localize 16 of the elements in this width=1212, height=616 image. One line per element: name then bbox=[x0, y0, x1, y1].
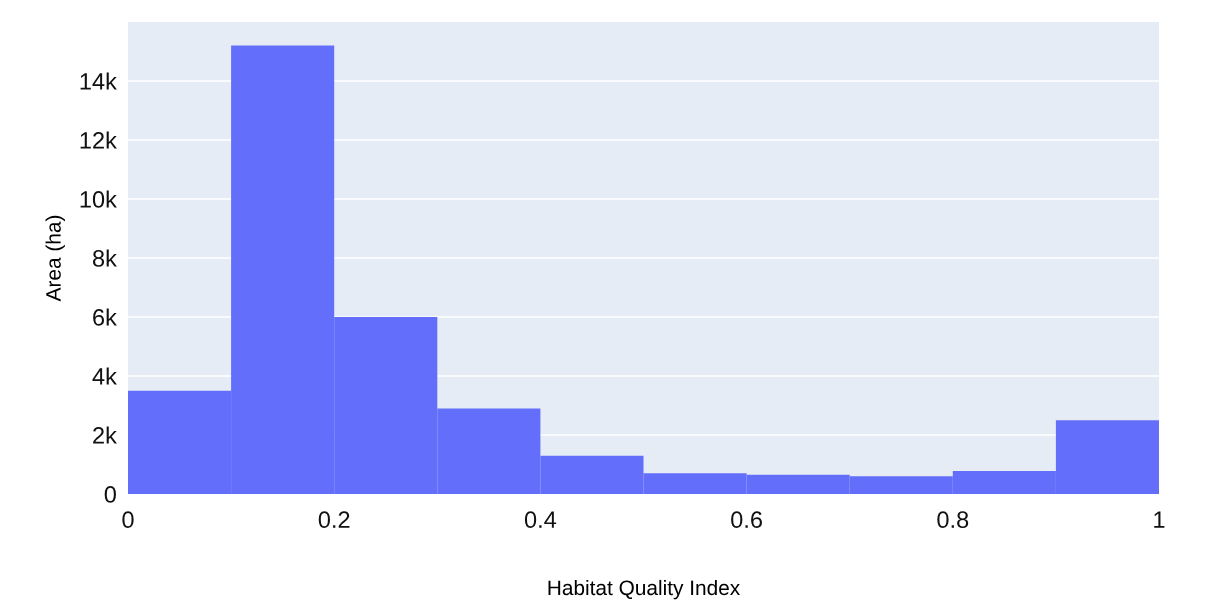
x-axis-title: Habitat Quality Index bbox=[548, 579, 740, 600]
y-tick-label: 14k bbox=[80, 72, 117, 90]
y-tick-label: 0 bbox=[104, 486, 116, 503]
y-tick-label: 10k bbox=[80, 190, 117, 208]
y-tick-label: 2k bbox=[93, 426, 117, 444]
x-tick-label: 1 bbox=[1154, 511, 1165, 528]
y-tick-label: 8k bbox=[92, 249, 117, 267]
y-tick-label: 12k bbox=[80, 131, 117, 149]
y-axis-title: Area (ha) bbox=[45, 215, 65, 302]
x-tick-label: 0.4 bbox=[524, 511, 557, 529]
y-tick-label: 6k bbox=[93, 308, 117, 326]
y-tick-label: 4k bbox=[92, 367, 117, 385]
x-tick-label: 0.6 bbox=[731, 511, 762, 529]
x-tick-label: 0 bbox=[122, 511, 134, 529]
x-tick-label: 0.8 bbox=[937, 511, 969, 529]
x-tick-label: 0.2 bbox=[318, 511, 350, 529]
